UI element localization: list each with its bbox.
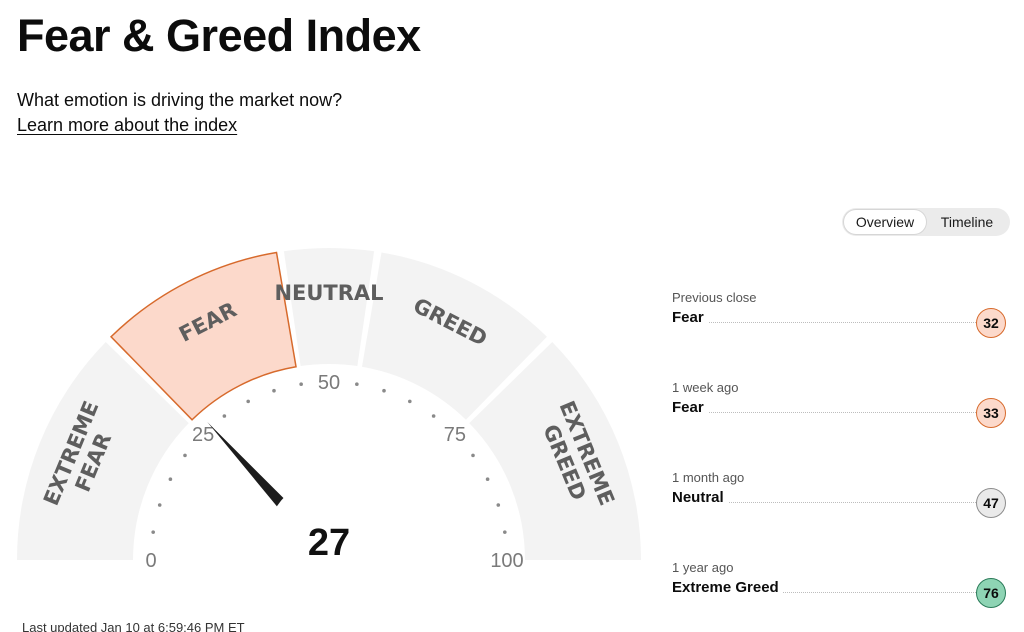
gauge-segments [17, 248, 641, 560]
gauge-tick [382, 388, 386, 393]
gauge-tick [496, 503, 501, 507]
learn-more-link[interactable]: Learn more about the index [17, 115, 238, 135]
gauge-scale-label: 75 [444, 424, 466, 446]
history-label: 1 month ago [672, 470, 745, 485]
gauge-tick [503, 530, 507, 534]
history-value-badge: 76 [976, 578, 1006, 608]
gauge-value: 27 [308, 522, 350, 564]
gauge-tick [431, 414, 436, 418]
history-dotted-line [672, 412, 976, 413]
gauge-needle [207, 421, 296, 518]
history-dotted-line [672, 592, 976, 593]
history-rating: Extreme Greed [672, 579, 783, 597]
history-item-previous-close: Previous close Fear 32 [672, 286, 1006, 376]
page-title: Fear & Greed Index [17, 10, 421, 61]
last-updated: Last updated Jan 10 at 6:59:46 PM ET [22, 620, 245, 632]
view-toggle: Overview Timeline [842, 208, 1010, 236]
history-label: 1 week ago [672, 380, 739, 395]
history-value-badge: 47 [976, 488, 1006, 518]
gauge-segment-extreme-greed [469, 342, 641, 560]
history-dotted-line [672, 322, 976, 323]
gauge-segment-neutral [283, 248, 375, 367]
gauge-segment-label: NEUTRAL [274, 281, 383, 305]
history-value-badge: 33 [976, 398, 1006, 428]
history-label: 1 year ago [672, 560, 734, 575]
gauge-tick [471, 453, 475, 458]
gauge-scale-label: 25 [192, 424, 214, 446]
history-label: Previous close [672, 290, 757, 305]
gauge-tick [157, 503, 162, 507]
gauge-segment-fear [109, 251, 297, 421]
gauge-scale-label: 100 [490, 550, 523, 572]
gauge-segment-extreme-fear [17, 342, 189, 560]
history-dotted-line [672, 502, 976, 503]
gauge-tick [168, 477, 173, 481]
gauge-scale-label: 50 [318, 372, 340, 394]
history-item-1-month: 1 month ago Neutral 47 [672, 466, 1006, 556]
history-item-1-year: 1 year ago Extreme Greed 76 [672, 556, 1006, 632]
history-list: Previous close Fear 32 1 week ago Fear 3… [672, 286, 1006, 632]
gauge-tick [485, 477, 490, 481]
gauge-tick [408, 399, 412, 404]
gauge-hub [267, 478, 391, 580]
gauge-scale-label: 0 [145, 550, 156, 572]
gauge-tick [183, 453, 187, 458]
gauge-scale-labels: 0 25 50 75 100 [145, 372, 523, 572]
page-subtitle: What emotion is driving the market now? [17, 90, 343, 110]
gauge-tick [151, 530, 155, 534]
history-value-badge: 32 [976, 308, 1006, 338]
history-rating: Neutral [672, 489, 728, 507]
gauge-tick [222, 414, 227, 418]
gauge-tick [246, 399, 250, 404]
history-rating: Fear [672, 399, 708, 417]
history-item-1-week: 1 week ago Fear 33 [672, 376, 1006, 466]
gauge-tick [272, 388, 276, 393]
overview-tab[interactable]: Overview [844, 210, 926, 234]
gauge-segment-greed [361, 252, 547, 420]
gauge-tick [299, 382, 303, 386]
gauge-needle-pointer [207, 421, 296, 518]
history-rating: Fear [672, 309, 708, 327]
gauge-ticks [151, 382, 507, 534]
timeline-tab[interactable]: Timeline [940, 214, 994, 230]
gauge-tick [355, 382, 359, 386]
